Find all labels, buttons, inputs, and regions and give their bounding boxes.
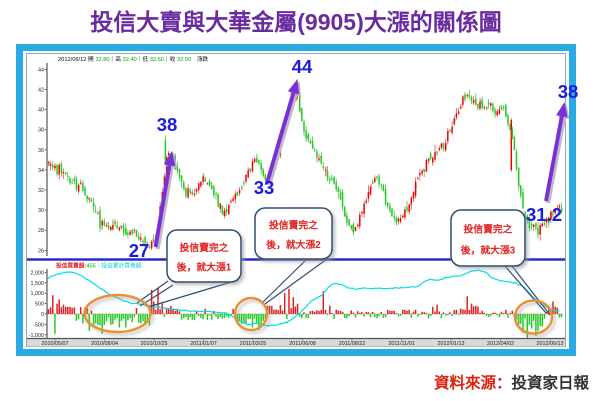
svg-text:資料來源：投資家日報: 資料來源：投資家日報 <box>434 373 590 392</box>
svg-text:1,500: 1,500 <box>31 281 45 287</box>
svg-text:2011/11/01: 2011/11/01 <box>388 341 414 347</box>
svg-text:44: 44 <box>292 56 313 77</box>
svg-text:36: 36 <box>38 148 44 154</box>
svg-text:38: 38 <box>157 114 178 135</box>
svg-text:2012/01/13: 2012/01/13 <box>438 341 465 347</box>
svg-text:40: 40 <box>38 108 44 114</box>
svg-text:後，就大漲1: 後，就大漲1 <box>177 261 232 274</box>
svg-text:30: 30 <box>38 208 44 214</box>
svg-text:0: 0 <box>41 312 44 318</box>
svg-text:34: 34 <box>38 168 44 174</box>
svg-text:500: 500 <box>35 302 44 308</box>
svg-text:-1,000: -1,000 <box>29 333 44 339</box>
svg-text:投信賣完之: 投信賣完之 <box>464 222 513 235</box>
svg-text:33: 33 <box>254 177 275 198</box>
svg-text:2,000: 2,000 <box>31 270 45 276</box>
svg-text:2011/03/25: 2011/03/25 <box>240 341 267 347</box>
svg-text:27: 27 <box>129 240 150 261</box>
svg-text:投信大賣與大華金屬(9905)大漲的關係圖: 投信大賣與大華金屬(9905)大漲的關係圖 <box>90 9 501 35</box>
svg-text:-500: -500 <box>33 322 44 328</box>
svg-text:38: 38 <box>558 81 579 102</box>
svg-text:2011/01/07: 2011/01/07 <box>190 341 217 347</box>
svg-text:後，就大漲3: 後，就大漲3 <box>461 244 516 257</box>
svg-text:投信賣完之: 投信賣完之 <box>269 218 318 231</box>
svg-text:2010/05/07: 2010/05/07 <box>42 341 69 347</box>
svg-text:2012/04/02: 2012/04/02 <box>487 341 514 347</box>
svg-text:28: 28 <box>38 228 44 234</box>
svg-text:38: 38 <box>38 128 44 134</box>
svg-text:42: 42 <box>38 88 44 94</box>
svg-text:投信買賣超:455｜投信累計買賣超: 投信買賣超:455｜投信累計買賣超 <box>56 262 142 270</box>
svg-text:2012/06/12 開 32.80｜高 32.40｜低 3: 2012/06/12 開 32.80｜高 32.40｜低 32.50｜收 32.… <box>58 55 209 63</box>
svg-text:32: 32 <box>38 188 44 194</box>
svg-text:2011/08/22: 2011/08/22 <box>339 341 366 347</box>
svg-text:26: 26 <box>38 248 44 254</box>
svg-text:2010/10/25: 2010/10/25 <box>141 341 168 347</box>
svg-text:2012/06/13: 2012/06/13 <box>537 341 564 347</box>
svg-text:後，就大漲2: 後，就大漲2 <box>266 238 321 251</box>
svg-text:1,000: 1,000 <box>31 291 45 297</box>
svg-text:2011/06/08: 2011/06/08 <box>289 341 316 347</box>
svg-text:2010/08/04: 2010/08/04 <box>91 341 118 347</box>
svg-text:44: 44 <box>38 67 44 73</box>
svg-text:投信賣完之: 投信賣完之 <box>180 241 229 254</box>
svg-text:31.2: 31.2 <box>526 204 562 225</box>
